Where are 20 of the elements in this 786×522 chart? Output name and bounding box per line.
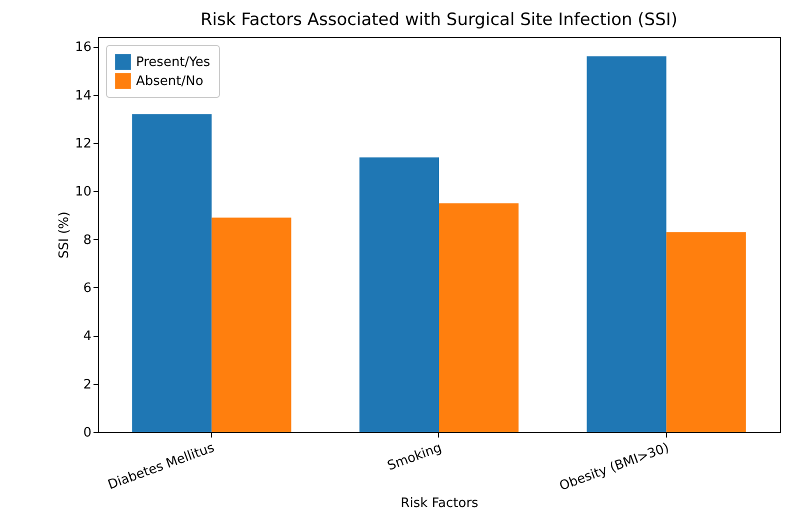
y-tick-label: 2 <box>83 377 92 392</box>
bar <box>212 218 292 432</box>
chart-title: Risk Factors Associated with Surgical Site Infection (SSI) <box>200 10 678 30</box>
bar <box>359 157 439 432</box>
y-tick-label: 0 <box>83 426 92 440</box>
bar <box>666 232 746 432</box>
y-tick-label: 14 <box>74 88 92 104</box>
legend-label: Present/Yes <box>136 55 210 70</box>
y-axis-title: SSI (%) <box>56 212 72 258</box>
x-axis-title: Risk Factors <box>400 496 479 512</box>
y-tick-label: 16 <box>74 40 92 56</box>
y-tick-label: 4 <box>83 329 92 344</box>
bar <box>132 114 212 432</box>
bar <box>586 56 666 432</box>
y-tick-label: 12 <box>74 136 92 152</box>
bar <box>439 203 519 432</box>
y-tick-label: 8 <box>83 232 92 248</box>
legend-label: Absent/No <box>136 74 204 89</box>
y-tick-label: 6 <box>83 280 92 296</box>
y-tick-label: 10 <box>74 184 92 200</box>
